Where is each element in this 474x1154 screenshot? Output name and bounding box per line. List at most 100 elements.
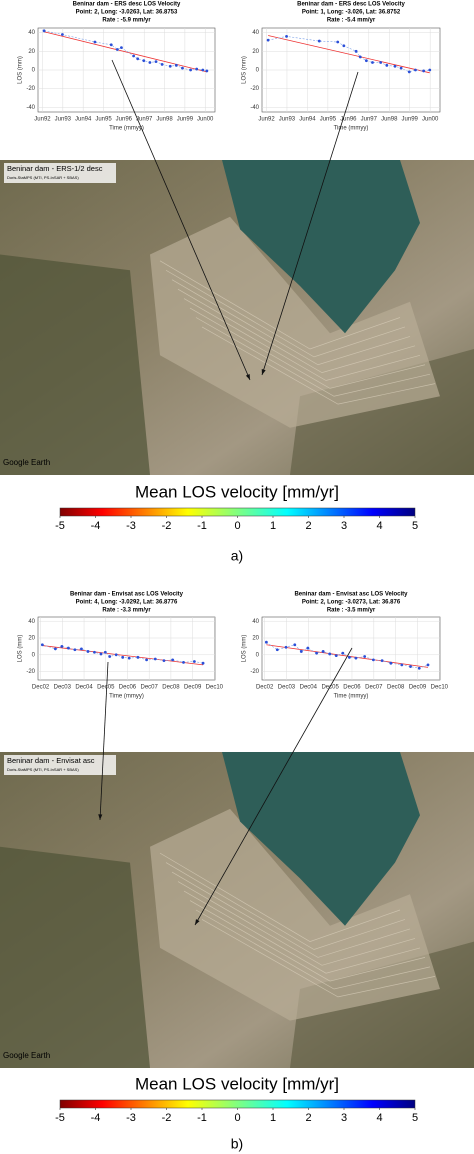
data-point — [285, 35, 288, 38]
terrace — [189, 900, 426, 982]
data-point — [108, 655, 112, 658]
terrace — [183, 298, 421, 381]
series-line — [268, 36, 430, 73]
data-point — [205, 69, 209, 73]
data-point — [266, 38, 270, 42]
chart-rate: Rate : -3.3 mm/yr — [102, 608, 151, 614]
data-point — [109, 43, 113, 47]
y-tick-label: -20 — [250, 86, 259, 92]
x-tick-label: Dec04 — [300, 685, 318, 691]
reservoir — [222, 160, 420, 334]
x-tick-label: Jun00 — [197, 117, 214, 123]
chart-title: Beninar dam - Envisat asc LOS Velocity — [294, 592, 408, 598]
x-tick-label: Jun00 — [422, 117, 439, 123]
data-point — [145, 658, 148, 662]
data-point — [409, 665, 412, 668]
x-tick-label: Jun94 — [299, 117, 316, 123]
colorbar-tick-label: 1 — [270, 520, 276, 532]
chart-rate: Rate : -5.9 mm/yr — [102, 18, 151, 24]
data-point — [389, 661, 393, 665]
colorbar-tick-label: 0 — [234, 520, 240, 532]
x-tick-label: Dec10 — [431, 685, 449, 691]
x-tick-label: Dec05 — [321, 685, 339, 691]
data-point — [182, 660, 185, 664]
x-axis-label: Time (mmyy) — [334, 694, 369, 700]
data-point — [189, 68, 192, 72]
data-point — [115, 48, 119, 51]
x-tick-label: Jun94 — [75, 117, 92, 123]
chart-title: Beninar dam - Envisat asc LOS Velocity — [70, 592, 184, 598]
data-point — [114, 653, 118, 657]
data-point — [93, 40, 97, 44]
data-point — [162, 659, 166, 663]
data-point — [334, 654, 338, 658]
chart-subtitle: Point: 2, Long: -3.0263, Lat: 36.8753 — [76, 10, 178, 16]
data-point — [347, 655, 351, 659]
terrace — [177, 288, 416, 374]
map-credit: Google Earth — [3, 458, 50, 467]
data-point — [201, 661, 205, 665]
data-point — [142, 59, 146, 63]
x-tick-label: Jun93 — [279, 117, 296, 123]
y-tick-label: -40 — [250, 105, 259, 111]
colorbar-tick-label: 4 — [376, 520, 382, 532]
data-point — [306, 646, 310, 650]
data-point — [154, 60, 158, 63]
terrace — [177, 881, 416, 966]
x-tick-label: Jun99 — [177, 117, 194, 123]
data-point — [341, 651, 345, 655]
panel-label: a) — [231, 548, 243, 564]
data-point — [371, 61, 374, 64]
y-tick-label: 20 — [28, 636, 35, 642]
reservoir — [222, 752, 420, 926]
x-tick-label: Jun96 — [116, 117, 133, 123]
x-tick-label: Jun98 — [381, 117, 398, 123]
map-label-box — [4, 755, 116, 775]
data-point — [93, 650, 96, 654]
x-tick-label: Dec08 — [162, 685, 180, 691]
map-title: Beninar dam - ERS-1/2 desc — [7, 164, 103, 173]
data-point — [380, 659, 384, 663]
x-tick-label: Jun98 — [156, 117, 173, 123]
data-point — [201, 68, 205, 72]
data-point — [121, 655, 125, 659]
colorbar-title: Mean LOS velocity [mm/yr] — [135, 482, 339, 501]
map-title: Beninar dam - Envisat asc — [7, 756, 95, 765]
data-point — [354, 49, 358, 53]
y-tick-label: 0 — [32, 68, 36, 74]
x-tick-label: Dec06 — [343, 685, 361, 691]
colorbar-tick-label: 0 — [234, 1112, 240, 1124]
colorbar-tick-label: 3 — [341, 520, 347, 532]
terrace — [183, 890, 421, 974]
y-axis-label: LOS (mm) — [242, 635, 248, 663]
x-tick-label: Dec08 — [387, 685, 405, 691]
y-tick-label: -20 — [250, 669, 259, 675]
map-subtitle: Doris-StaMPS (MTI, PS-InSAR + SBAS) — [7, 767, 79, 772]
colorbar-tick-label: -2 — [162, 520, 172, 532]
data-point — [293, 643, 297, 647]
map-label-box — [4, 163, 116, 183]
data-point — [192, 660, 196, 663]
data-point — [422, 69, 426, 73]
colorbar-tick-label: -4 — [91, 520, 101, 532]
data-point — [354, 656, 358, 660]
terrace — [165, 862, 406, 950]
data-point — [399, 66, 403, 70]
terrace — [189, 307, 426, 389]
data-point — [393, 64, 397, 68]
x-tick-label: Jun95 — [95, 117, 112, 123]
data-point — [371, 658, 375, 662]
colorbar — [59, 1099, 416, 1109]
data-point — [275, 648, 279, 652]
data-point — [67, 646, 70, 650]
data-point — [86, 650, 90, 653]
chart-title: Beninar dam - ERS desc LOS Velocity — [73, 2, 181, 8]
y-tick-label: 0 — [32, 652, 36, 658]
data-point — [417, 666, 421, 670]
colorbar-tick-label: -3 — [126, 520, 136, 532]
data-point — [148, 61, 152, 64]
dam-slope — [150, 808, 440, 1021]
chart-rate: Rate : -3.5 mm/yr — [327, 608, 376, 614]
data-point — [358, 55, 362, 59]
